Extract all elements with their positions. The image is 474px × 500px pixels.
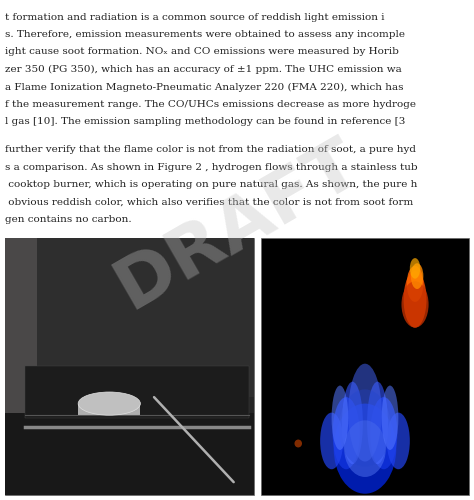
Text: a Flame Ionization Magneto-Pneumatic Analyzer 220 (FMA 220), which has: a Flame Ionization Magneto-Pneumatic Ana… (5, 82, 403, 92)
Ellipse shape (407, 266, 423, 302)
Ellipse shape (334, 404, 396, 494)
Ellipse shape (370, 397, 397, 469)
Text: DRAFT: DRAFT (103, 128, 371, 322)
Text: t formation and radiation is a common source of reddish light emission i: t formation and radiation is a common so… (5, 12, 384, 22)
Ellipse shape (332, 386, 348, 450)
Ellipse shape (342, 382, 363, 464)
Text: obvious reddish color, which also verifies that the color is not from soot form: obvious reddish color, which also verifi… (5, 198, 413, 206)
FancyBboxPatch shape (5, 238, 254, 397)
Text: zer 350 (PG 350), which has an accuracy of ±1 ppm. The UHC emission wa: zer 350 (PG 350), which has an accuracy … (5, 65, 401, 74)
Ellipse shape (410, 258, 420, 278)
Ellipse shape (320, 412, 343, 469)
Ellipse shape (387, 412, 410, 469)
Ellipse shape (411, 263, 423, 289)
FancyBboxPatch shape (261, 238, 469, 495)
Text: f the measurement range. The CO/UHCs emissions decrease as more hydroge: f the measurement range. The CO/UHCs emi… (5, 100, 416, 109)
Circle shape (294, 440, 302, 448)
Ellipse shape (78, 392, 140, 415)
Text: s a comparison. As shown in Figure 2 , hydrogen flows through a stainless tub: s a comparison. As shown in Figure 2 , h… (5, 162, 418, 172)
Ellipse shape (339, 390, 391, 466)
Text: s. Therefore, emission measurements were obtained to assess any incomple: s. Therefore, emission measurements were… (5, 30, 405, 39)
FancyBboxPatch shape (5, 412, 254, 495)
Ellipse shape (367, 382, 388, 464)
FancyBboxPatch shape (78, 404, 140, 416)
FancyBboxPatch shape (25, 366, 248, 418)
Ellipse shape (382, 386, 398, 450)
Text: gen contains no carbon.: gen contains no carbon. (5, 215, 131, 224)
Ellipse shape (348, 364, 382, 462)
Text: ight cause soot formation. NOₓ and CO emissions were measured by Horib: ight cause soot formation. NOₓ and CO em… (5, 48, 399, 56)
FancyBboxPatch shape (5, 238, 254, 495)
Ellipse shape (403, 271, 427, 328)
Text: cooktop burner, which is operating on pure natural gas. As shown, the pure h: cooktop burner, which is operating on pu… (5, 180, 417, 189)
Ellipse shape (401, 282, 428, 328)
FancyBboxPatch shape (5, 238, 37, 456)
Ellipse shape (333, 397, 360, 469)
Ellipse shape (344, 420, 386, 477)
Text: l gas [10]. The emission sampling methodology can be found in reference [3: l gas [10]. The emission sampling method… (5, 118, 405, 126)
Text: further verify that the flame color is not from the radiation of soot, a pure hy: further verify that the flame color is n… (5, 145, 416, 154)
